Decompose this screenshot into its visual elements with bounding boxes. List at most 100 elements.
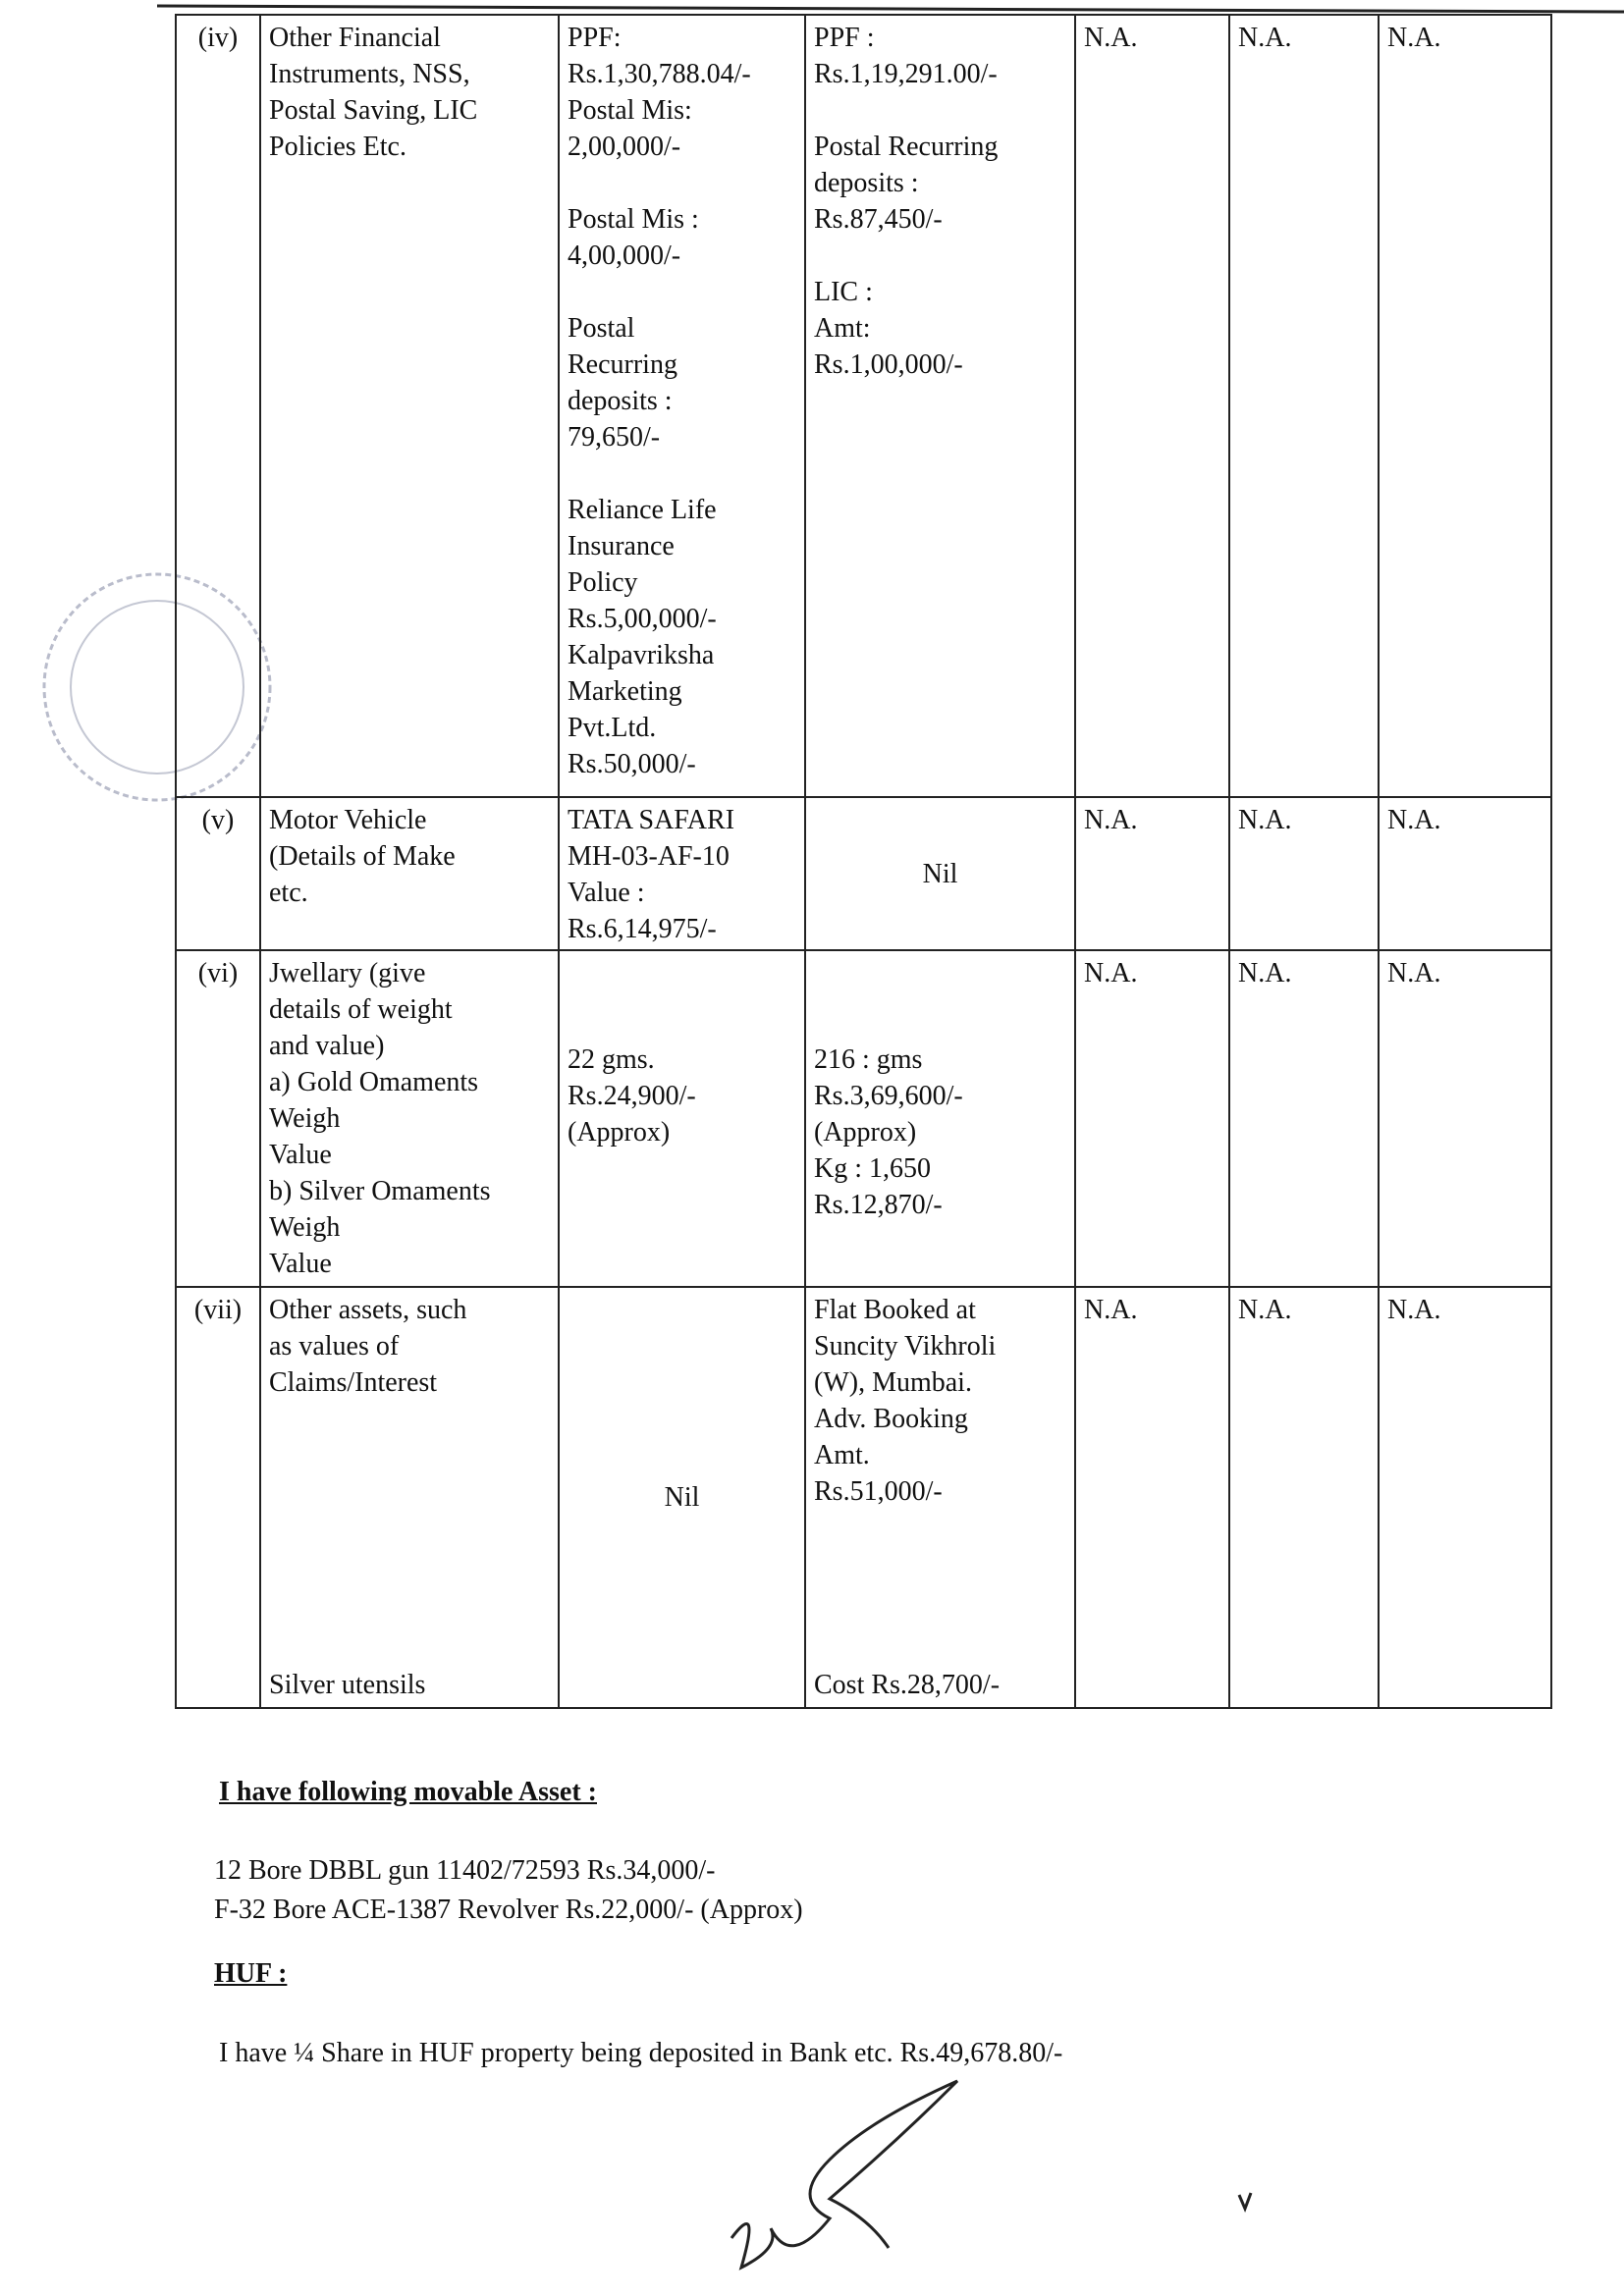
cell-line: N.A. xyxy=(1084,23,1138,53)
text-block: TATA SAFARI MH-03-AF-10 Value : Rs.6,14,975… xyxy=(568,802,796,947)
cell-line: Marketing xyxy=(568,676,682,707)
table-cell: (v) xyxy=(175,796,261,951)
cell-line: Instruments, NSS, xyxy=(269,59,470,89)
cell-line: N.A. xyxy=(1084,958,1138,988)
cell-line: Postal xyxy=(568,313,635,344)
table-cell: N.A. xyxy=(1378,796,1552,951)
text-block: N.A. xyxy=(1084,1292,1220,1328)
cell-line: N.A. xyxy=(1238,805,1292,835)
cell-line: N.A. xyxy=(1387,23,1441,53)
cell-line: Postal Mis : xyxy=(568,204,699,235)
cell-line: Recurring xyxy=(568,349,677,380)
text-block: N.A. xyxy=(1387,955,1543,991)
table-cell: N.A. xyxy=(1074,796,1230,951)
text-block: 22 gms. Rs.24,900/- (Approx) xyxy=(568,1041,796,1150)
table-cell: N.A. xyxy=(1228,949,1380,1288)
cell-line: Other assets, such xyxy=(269,1295,467,1325)
cell-line: Amt. xyxy=(814,1440,870,1470)
cell-line: Adv. Booking xyxy=(814,1404,968,1434)
text-block: Other assets, such as values of Claims/Int… xyxy=(269,1292,550,1401)
cell-line: Motor Vehicle xyxy=(269,805,427,835)
cell-line: Rs.1,30,788.04/- xyxy=(568,59,751,89)
cell-line: etc. xyxy=(269,878,308,908)
text-block: Postal Recurring deposits : Rs.87,450/- xyxy=(814,129,1066,238)
cell-line: Flat Booked at xyxy=(814,1295,976,1325)
text-block: N.A. xyxy=(1387,1292,1543,1328)
cell-line: 4,00,000/- xyxy=(568,240,681,271)
cell-line: Rs.51,000/- xyxy=(814,1476,943,1507)
cell-line: 22 gms. xyxy=(568,1044,655,1075)
table-cell: Flat Booked at Suncity Vikhroli (W), Mumba… xyxy=(804,1286,1076,1709)
cell-line: Rs.87,450/- xyxy=(814,204,943,235)
cell-line: Rs.50,000/- xyxy=(568,749,696,779)
cell-line: Value xyxy=(269,1249,332,1279)
text-block: N.A. xyxy=(1238,20,1370,56)
text-block: N.A. xyxy=(1238,802,1370,838)
row-number: (vii) xyxy=(193,1295,243,1325)
cell-line: N.A. xyxy=(1238,1295,1292,1325)
cell-line: deposits : xyxy=(814,168,919,198)
table-cell: PPF: Rs.1,30,788.04/- Postal Mis: 2,00,000/… xyxy=(558,14,806,798)
table-cell: (iv) xyxy=(175,14,261,798)
cell-line: Claims/Interest xyxy=(269,1367,438,1398)
text-block: Silver utensils xyxy=(269,1667,550,1703)
cell-line: Policy xyxy=(568,567,638,598)
cell-line: Amt: xyxy=(814,313,871,344)
cell-line: Pvt.Ltd. xyxy=(568,713,657,743)
cell-line: Cost Rs.28,700/- xyxy=(814,1670,1001,1700)
cell-line: Rs.12,870/- xyxy=(814,1190,943,1220)
cell-line: Jwellary (give xyxy=(269,958,426,988)
table-cell: N.A. xyxy=(1074,14,1230,798)
asset-item: F-32 Bore ACE-1387 Revolver Rs.22,000/- … xyxy=(214,1895,803,1925)
text-block: 216 : gms Rs.3,69,600/- (Approx) Kg : 1,650… xyxy=(814,1041,1066,1223)
table-cell: (vii) xyxy=(175,1286,261,1709)
table-cell: Other Financial Instruments, NSS, Postal S… xyxy=(259,14,560,798)
table-cell: TATA SAFARI MH-03-AF-10 Value : Rs.6,14,975… xyxy=(558,796,806,951)
cell-line: a) Gold Omaments xyxy=(269,1067,479,1097)
cell-line: details of weight xyxy=(269,994,453,1025)
cell-line: Rs.6,14,975/- xyxy=(568,914,717,944)
text-block: N.A. xyxy=(1084,955,1220,991)
cell-line: Insurance xyxy=(568,531,675,561)
text-block: N.A. xyxy=(1238,1292,1370,1328)
cell-line: (Approx) xyxy=(568,1117,671,1148)
cell-line: Weigh xyxy=(269,1103,341,1134)
text-block: Jwellary (give details of weight and value… xyxy=(269,955,550,1282)
text-block: PPF: Rs.1,30,788.04/- Postal Mis: 2,00,000/… xyxy=(568,20,796,165)
table-cell: Nil xyxy=(558,1286,806,1709)
cell-line: Nil xyxy=(664,1482,700,1513)
text-block: N.A. xyxy=(1238,955,1370,991)
cell-line: Postal Recurring xyxy=(814,132,999,162)
text-block: N.A. xyxy=(1387,20,1543,56)
text-block: N.A. xyxy=(1084,802,1220,838)
cell-line: Rs.3,69,600/- xyxy=(814,1081,963,1111)
cell-line: Kalpavriksha xyxy=(568,640,715,670)
cell-line: PPF : xyxy=(814,23,875,53)
text-block: N.A. xyxy=(1084,20,1220,56)
cell-line: N.A. xyxy=(1387,958,1441,988)
cell-line: N.A. xyxy=(1387,805,1441,835)
text-block: LIC : Amt: Rs.1,00,000/- xyxy=(814,274,1066,383)
cell-line: Rs.1,19,291.00/- xyxy=(814,59,998,89)
cell-line: LIC : xyxy=(814,277,873,307)
table-cell: N.A. xyxy=(1378,14,1552,798)
cell-line: MH-03-AF-10 xyxy=(568,841,730,872)
cell-line: deposits : xyxy=(568,386,673,416)
table-cell: 22 gms. Rs.24,900/- (Approx) xyxy=(558,949,806,1288)
table-cell: 216 : gms Rs.3,69,600/- (Approx) Kg : 1,650… xyxy=(804,949,1076,1288)
cell-line: and value) xyxy=(269,1031,385,1061)
cell-line: as values of xyxy=(269,1331,400,1362)
table-cell: N.A. xyxy=(1228,1286,1380,1709)
text-block: N.A. xyxy=(1387,802,1543,838)
row-number: (iv) xyxy=(197,23,239,53)
table-cell: Motor Vehicle (Details of Make etc. xyxy=(259,796,560,951)
row-number: (v) xyxy=(201,805,235,835)
table-cell: Other assets, such as values of Claims/Int… xyxy=(259,1286,560,1709)
cell-line: Rs.24,900/- xyxy=(568,1081,696,1111)
text-block: Other Financial Instruments, NSS, Postal S… xyxy=(269,20,550,165)
cell-line: N.A. xyxy=(1084,805,1138,835)
table-cell: (vi) xyxy=(175,949,261,1288)
section-heading: I have following movable Asset : xyxy=(219,1777,597,1807)
section-heading: HUF : xyxy=(214,1958,288,1989)
